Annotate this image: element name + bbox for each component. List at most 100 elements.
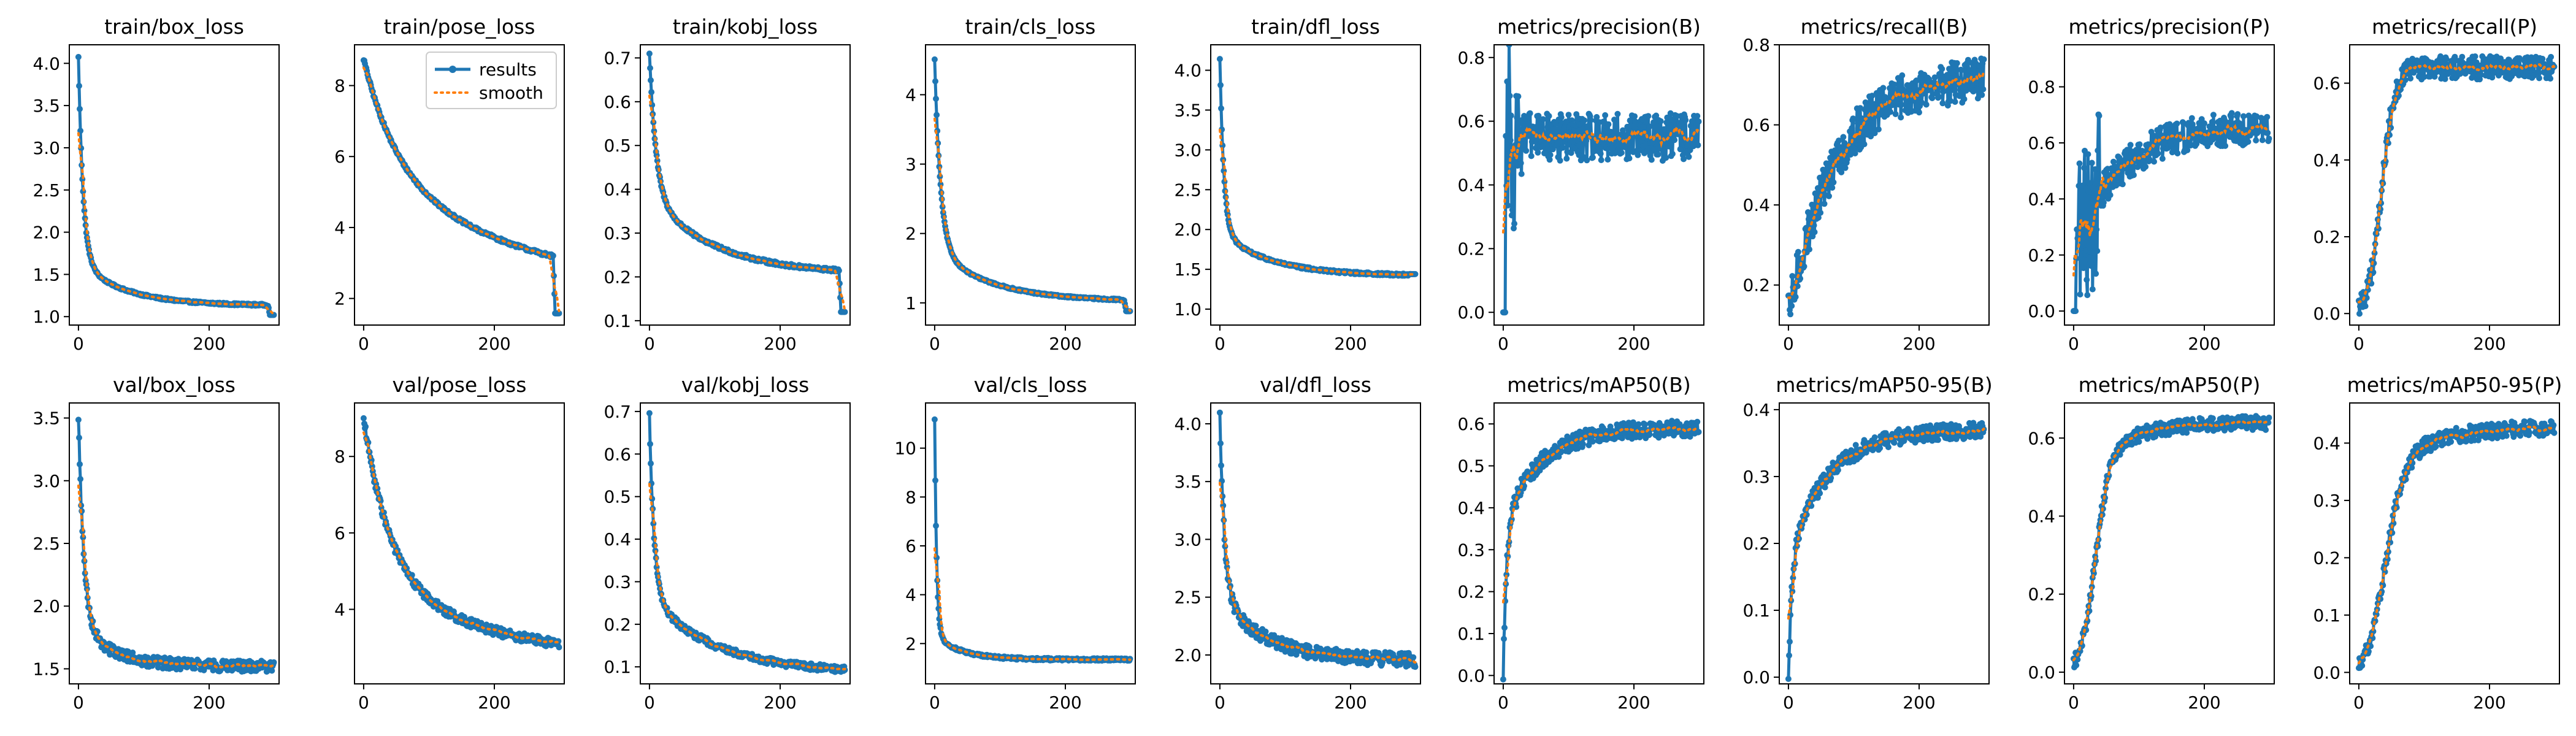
results-point xyxy=(1875,126,1882,132)
results-point xyxy=(2209,118,2215,125)
results-point xyxy=(2110,158,2117,165)
x-tick-label: 200 xyxy=(1617,692,1650,713)
results-point xyxy=(1607,423,1614,430)
results-point xyxy=(2264,113,2271,120)
results-point xyxy=(2362,303,2369,310)
results-point xyxy=(1508,112,1514,119)
y-tick-label: 1.5 xyxy=(1174,259,1202,280)
results-point xyxy=(1410,654,1417,661)
results-point xyxy=(2139,148,2145,154)
results-point xyxy=(1880,85,1887,91)
y-tick-label: 0.2 xyxy=(2313,227,2340,247)
results-point xyxy=(2124,147,2131,153)
results-point xyxy=(2472,53,2478,59)
results-point xyxy=(1822,484,1828,491)
results-series-markers xyxy=(2070,110,2272,315)
results-point xyxy=(1795,248,1801,255)
smooth-series-line xyxy=(2072,123,2271,277)
results-point xyxy=(1653,112,1660,119)
y-tick-label: 0.3 xyxy=(604,572,631,592)
y-tick-label: 2 xyxy=(905,224,916,244)
results-point xyxy=(1517,159,1524,166)
results-point xyxy=(1552,120,1559,127)
results-point xyxy=(1827,160,1833,166)
results-point xyxy=(2371,250,2378,256)
results-point xyxy=(2431,74,2438,80)
results-point xyxy=(2157,125,2164,131)
y-tick-label: 0.1 xyxy=(604,311,631,331)
results-point xyxy=(1785,675,1792,682)
results-point xyxy=(1518,171,1525,177)
results-point xyxy=(1663,119,1670,126)
x-tick-label: 0 xyxy=(929,334,940,354)
panel-title: metrics/precision(P) xyxy=(2068,15,2270,39)
results-point xyxy=(1645,113,1652,120)
results-point xyxy=(1669,150,1676,157)
results-point xyxy=(1539,116,1546,123)
results-point xyxy=(1619,127,1626,134)
results-point xyxy=(1619,435,1625,442)
results-point xyxy=(2218,137,2225,144)
axes-frame xyxy=(1779,44,1990,326)
results-point xyxy=(1217,440,1224,447)
results-point xyxy=(2083,277,2090,283)
results-point xyxy=(556,310,562,316)
results-point xyxy=(1887,85,1893,91)
results-point xyxy=(2245,139,2252,145)
results-point xyxy=(1584,157,1590,164)
y-tick-label: 1.5 xyxy=(33,264,60,285)
results-point xyxy=(1508,516,1515,523)
x-tick-label: 0 xyxy=(358,334,369,354)
results-point xyxy=(1262,628,1269,635)
x-tick-label: 200 xyxy=(2188,334,2220,354)
results-point xyxy=(2234,111,2241,118)
results-point xyxy=(1836,137,1842,144)
results-point xyxy=(1594,130,1601,137)
panel-title: train/kobj_loss xyxy=(673,15,818,39)
results-point xyxy=(2547,75,2554,82)
x-tick-label: 0 xyxy=(1783,334,1794,354)
y-tick-label: 1 xyxy=(905,293,916,313)
results-point xyxy=(434,598,441,605)
results-point xyxy=(2133,147,2140,153)
results-point xyxy=(1809,201,1815,208)
y-tick-label: 0.4 xyxy=(2028,189,2055,209)
x-tick-label: 0 xyxy=(1214,692,1225,713)
results-point xyxy=(1842,164,1849,171)
results-point xyxy=(648,89,655,96)
results-point xyxy=(1677,146,1684,153)
results-point xyxy=(933,96,939,102)
axes-frame xyxy=(2349,44,2560,326)
results-point xyxy=(1563,155,1570,162)
y-tick-label: 0.4 xyxy=(604,529,631,550)
results-point xyxy=(1639,143,1646,150)
x-tick-label: 0 xyxy=(1498,692,1509,713)
results-point xyxy=(1622,144,1628,150)
results-point xyxy=(648,77,654,83)
results-point xyxy=(1834,467,1841,473)
results-point xyxy=(1863,449,1869,456)
smooth-series-line xyxy=(362,66,561,312)
results-point xyxy=(1587,117,1594,123)
results-point xyxy=(2199,125,2206,132)
results-point xyxy=(2092,166,2099,172)
results-point xyxy=(1502,309,1509,316)
results-point xyxy=(1511,225,1517,232)
results-point xyxy=(1801,263,1807,270)
results-point xyxy=(1871,434,1878,441)
results-point xyxy=(2093,270,2099,277)
x-tick-label: 200 xyxy=(764,692,796,713)
results-point xyxy=(2356,310,2363,317)
results-point xyxy=(1589,154,1596,161)
results-point xyxy=(1626,155,1633,162)
results-point xyxy=(1535,112,1542,119)
y-tick-label: 0.5 xyxy=(1457,456,1485,477)
y-tick-label: 0.6 xyxy=(604,92,631,112)
results-point xyxy=(933,112,940,118)
results-point xyxy=(1369,657,1376,664)
axes-frame xyxy=(1210,44,1421,326)
results-point xyxy=(2079,182,2086,189)
results-point xyxy=(835,267,842,274)
